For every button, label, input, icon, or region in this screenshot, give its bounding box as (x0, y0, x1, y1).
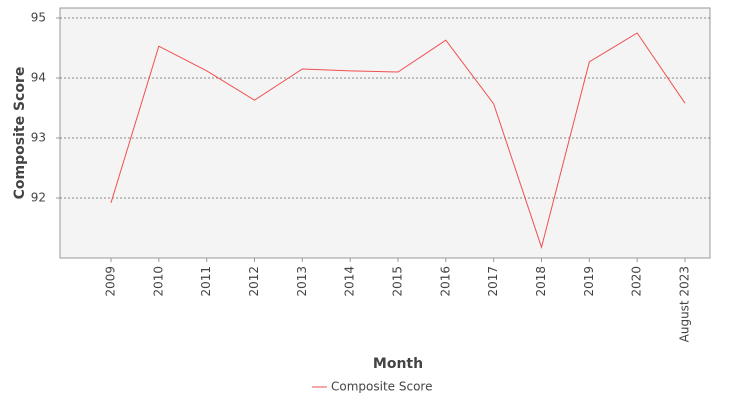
x-tick-label: 2009 (104, 266, 118, 297)
x-tick-label: 2015 (391, 266, 405, 297)
x-axis-label: Month (373, 356, 423, 372)
y-tick-label: 94 (31, 71, 46, 85)
x-tick-label: August 2023 (678, 266, 692, 342)
x-tick-label: 2016 (438, 266, 452, 297)
x-tick-label: 2020 (630, 266, 644, 297)
plot-area (59, 7, 711, 259)
x-tick-label: 2018 (534, 266, 548, 297)
legend-label: Composite Score (331, 380, 432, 394)
y-tick-label: 93 (31, 131, 46, 145)
x-tick-label: 2012 (247, 266, 261, 297)
x-tick-label: 2014 (343, 266, 357, 297)
x-tick-label: 2013 (295, 266, 309, 297)
y-tick-label: 95 (31, 11, 46, 25)
x-tick-label: 2011 (199, 266, 213, 297)
x-tick-label: 2019 (582, 266, 596, 297)
y-axis-label: Composite Score (12, 67, 28, 200)
y-tick-label: 92 (31, 191, 46, 205)
x-tick-label: 2010 (151, 266, 165, 297)
x-tick-label: 2017 (486, 266, 500, 297)
data-line (110, 32, 686, 249)
